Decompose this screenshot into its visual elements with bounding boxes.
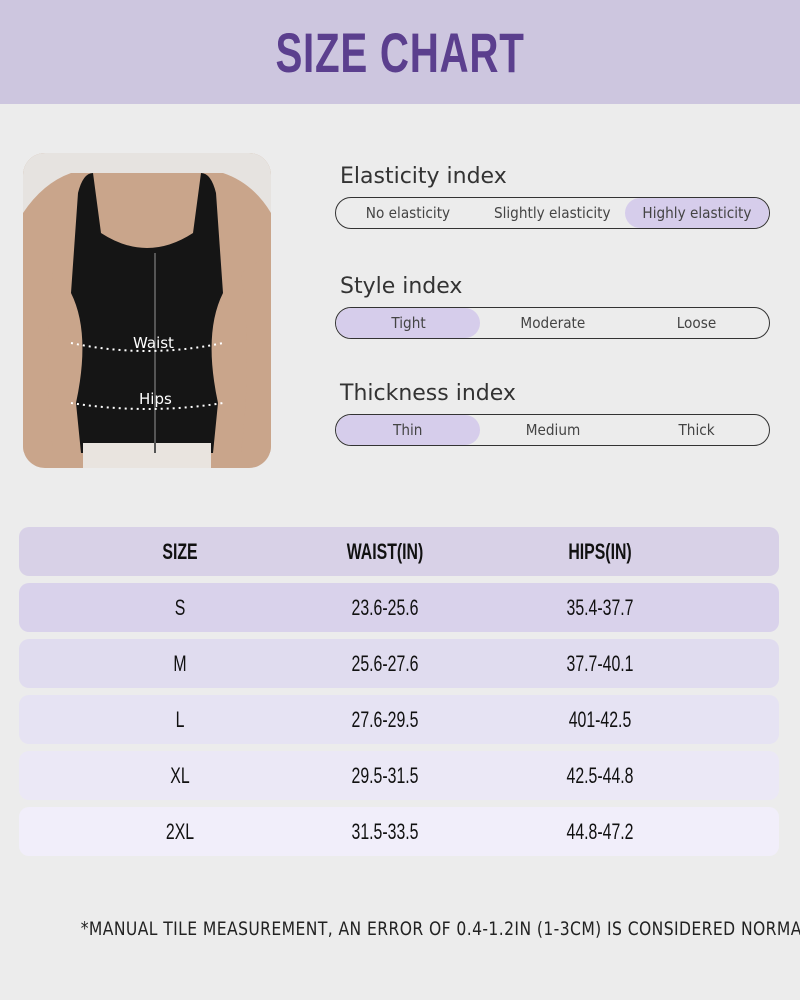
option-tight: Tight (336, 308, 481, 338)
table-row: S 23.6-25.6 35.4-37.7 (19, 583, 779, 632)
index-label: Style index (340, 274, 463, 299)
elasticity-scale: No elasticity Slightly elasticity Highly… (335, 197, 770, 229)
option-slightly-elasticity: Slightly elasticity (494, 204, 611, 222)
cell-size: XL (170, 762, 190, 788)
cell-hips: 42.5-44.8 (566, 762, 634, 788)
option-moderate: Moderate (520, 314, 585, 332)
header-waist: WAIST(IN) (346, 538, 424, 564)
table-row: L 27.6-29.5 401-42.5 (19, 695, 779, 744)
measurement-note: *MANUAL TILE MEASUREMENT, AN ERROR OF 0.… (80, 918, 800, 940)
option-thin: Thin (336, 415, 481, 445)
cell-size: 2XL (165, 818, 195, 844)
cell-waist: 25.6-27.6 (351, 650, 419, 676)
product-photo: Waist Hips (23, 153, 271, 468)
thickness-index: Thickness index Thin Medium Thick (335, 381, 770, 446)
waist-label: Waist (133, 334, 174, 352)
cell-waist: 31.5-33.5 (351, 818, 419, 844)
index-label: Thickness index (340, 381, 516, 406)
table-row: 2XL 31.5-33.5 44.8-47.2 (19, 807, 779, 856)
page-title: SIZE CHART (275, 20, 525, 84)
cell-hips: 401-42.5 (568, 706, 632, 732)
size-table: SIZE WAIST(IN) HIPS(IN) S 23.6-25.6 35.4… (19, 527, 779, 863)
option-no-elasticity: No elasticity (365, 204, 451, 222)
cell-hips: 44.8-47.2 (566, 818, 634, 844)
style-index: Style index Tight Moderate Loose (335, 274, 770, 339)
cell-size: L (175, 706, 185, 732)
cell-waist: 23.6-25.6 (351, 594, 419, 620)
style-scale: Tight Moderate Loose (335, 307, 770, 339)
header-size: SIZE (162, 538, 198, 564)
cell-size: S (174, 594, 186, 620)
table-header: SIZE WAIST(IN) HIPS(IN) (19, 527, 779, 576)
model-illustration (23, 153, 271, 468)
elasticity-index: Elasticity index No elasticity Slightly … (335, 164, 770, 229)
cell-size: M (173, 650, 187, 676)
cell-waist: 29.5-31.5 (351, 762, 419, 788)
hips-label: Hips (139, 390, 172, 408)
table-row: M 25.6-27.6 37.7-40.1 (19, 639, 779, 688)
title-banner: SIZE CHART (0, 0, 800, 104)
table-row: XL 29.5-31.5 42.5-44.8 (19, 751, 779, 800)
option-medium: Medium (525, 421, 580, 439)
option-highly-elasticity: Highly elasticity (624, 198, 769, 228)
header-hips: HIPS(IN) (568, 538, 632, 564)
index-label: Elasticity index (340, 164, 507, 189)
cell-hips: 35.4-37.7 (566, 594, 634, 620)
thickness-scale: Thin Medium Thick (335, 414, 770, 446)
cell-waist: 27.6-29.5 (351, 706, 419, 732)
option-loose: Loose (677, 314, 717, 332)
option-thick: Thick (678, 421, 715, 439)
cell-hips: 37.7-40.1 (566, 650, 634, 676)
